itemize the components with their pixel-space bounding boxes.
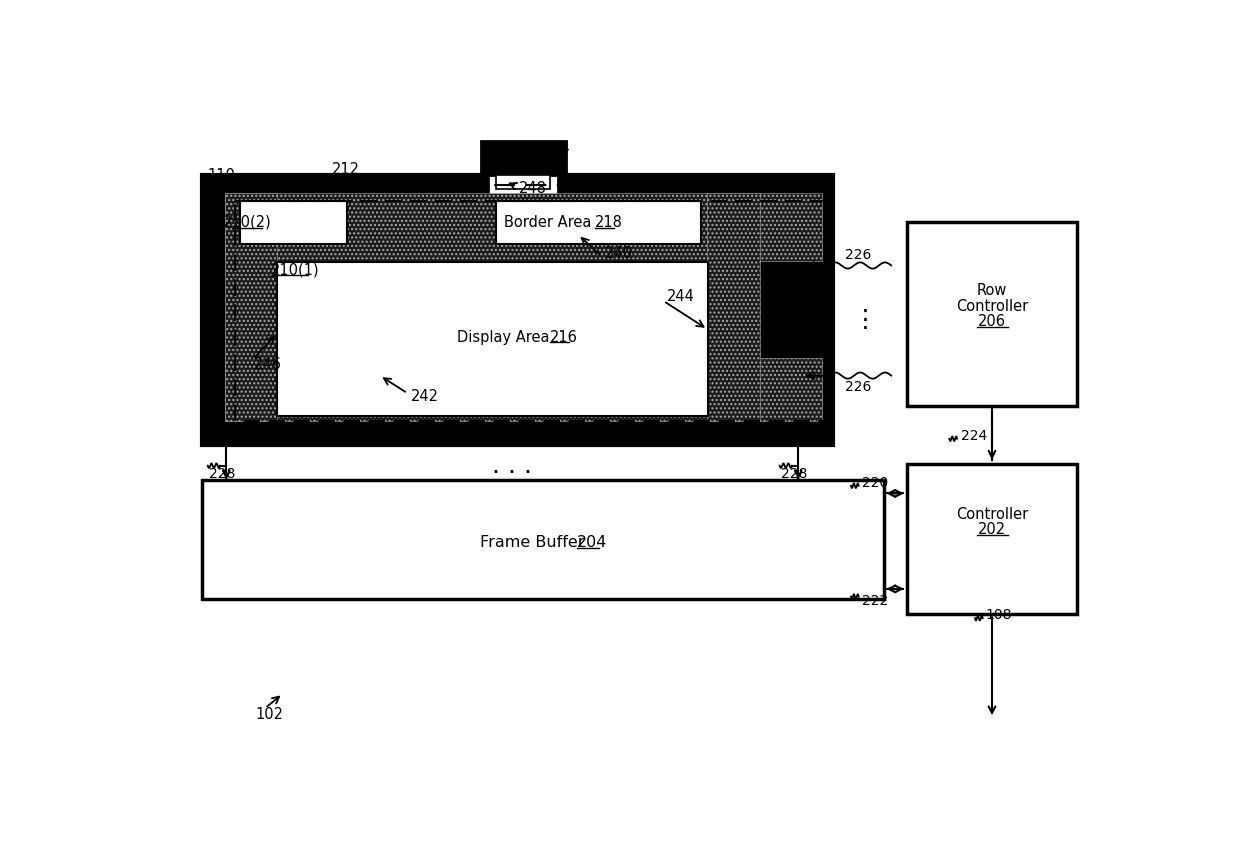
Bar: [481, 141, 565, 179]
Text: 226: 226: [844, 380, 872, 394]
Text: 246: 246: [254, 356, 281, 371]
Text: 228: 228: [781, 467, 807, 481]
Bar: [496, 176, 551, 189]
Bar: [224, 193, 821, 261]
Text: 108: 108: [986, 608, 1012, 622]
Text: 214: 214: [543, 141, 570, 156]
Text: 226: 226: [844, 248, 872, 262]
Text: 102: 102: [255, 707, 284, 722]
Text: 206: 206: [978, 314, 1006, 329]
Text: 210(2): 210(2): [223, 215, 272, 230]
Text: 110: 110: [207, 168, 236, 183]
Text: 228: 228: [210, 467, 236, 481]
Text: . . .: . . .: [491, 453, 532, 478]
Text: 224: 224: [961, 429, 987, 443]
Bar: [906, 222, 1078, 406]
Text: 242: 242: [410, 389, 439, 404]
Text: Controller: Controller: [956, 299, 1028, 314]
Bar: [201, 480, 883, 599]
Bar: [489, 176, 558, 206]
Text: Border Area: Border Area: [503, 215, 595, 230]
Bar: [496, 201, 702, 244]
Text: Frame Buffer: Frame Buffer: [481, 535, 590, 550]
Text: 212: 212: [332, 163, 360, 177]
Text: 244: 244: [667, 289, 694, 304]
Text: 210(1): 210(1): [272, 262, 320, 278]
Bar: [201, 176, 833, 445]
Text: Display Area: Display Area: [458, 330, 554, 344]
Bar: [707, 193, 759, 421]
Text: 204: 204: [578, 535, 608, 550]
Bar: [278, 262, 708, 416]
Bar: [241, 201, 347, 244]
Text: 240: 240: [605, 245, 632, 261]
Bar: [213, 186, 826, 435]
Bar: [224, 193, 278, 421]
Text: Controller: Controller: [956, 507, 1028, 521]
Text: 222: 222: [862, 594, 888, 608]
Text: 248: 248: [520, 181, 547, 196]
Bar: [906, 464, 1078, 614]
Text: ⋮: ⋮: [852, 308, 878, 332]
Text: 216: 216: [551, 330, 578, 344]
Text: 220: 220: [862, 475, 888, 490]
Text: 202: 202: [978, 522, 1006, 537]
Text: 218: 218: [595, 215, 622, 230]
Bar: [234, 201, 826, 421]
Bar: [224, 358, 821, 421]
Text: Row: Row: [977, 284, 1007, 298]
